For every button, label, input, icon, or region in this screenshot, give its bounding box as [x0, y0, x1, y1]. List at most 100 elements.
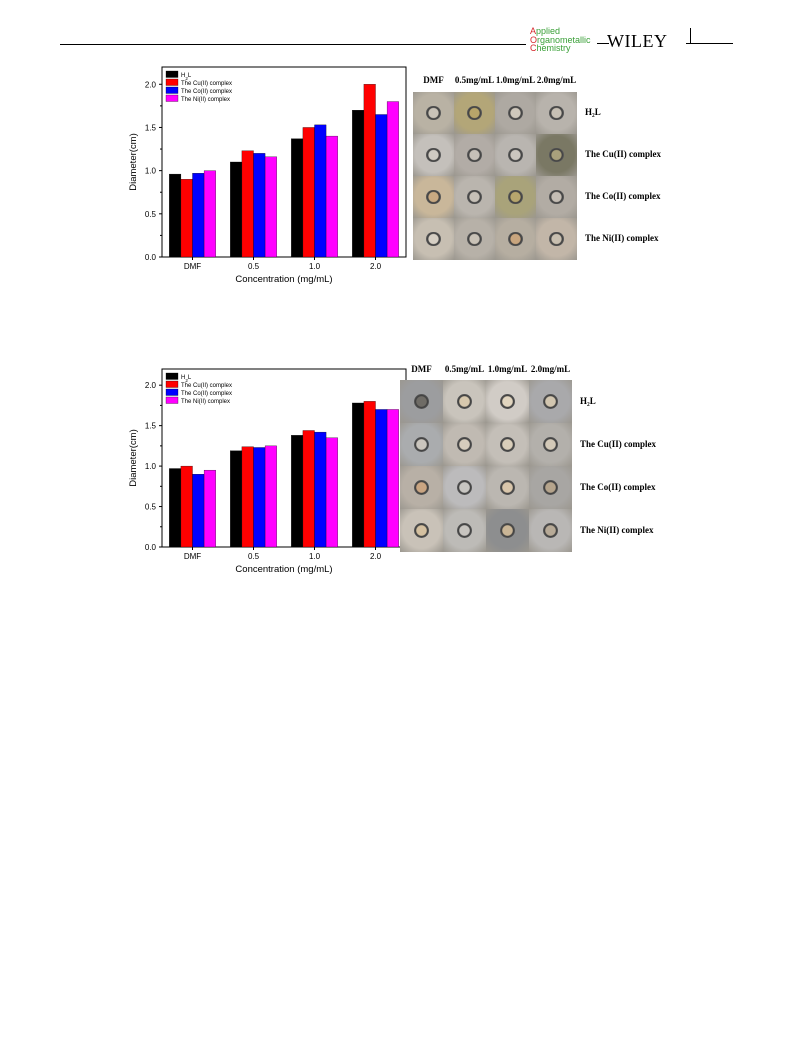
well-hole: [456, 479, 473, 496]
bar-0-1: [230, 161, 243, 258]
y-tick-label: 1.0: [145, 167, 157, 176]
bar-0-0: [169, 468, 182, 548]
plate-well: [443, 380, 486, 423]
plate-well: [413, 92, 454, 134]
bar-3-0: [203, 469, 216, 548]
plate-column-header: 2.0mg/mL: [536, 75, 577, 85]
plate-well: [529, 423, 572, 466]
plate-well: [536, 134, 577, 176]
bar-1-3: [363, 401, 376, 548]
bar-0-2: [291, 435, 304, 548]
bar-chart-1-svg: 0.0 0.5 1.0 1.5 2.0 DMF 0.5 1.0 2.0 Concentration…: [128, 66, 407, 285]
well-hole: [499, 436, 516, 453]
x-tick-label: 1.0: [309, 552, 321, 561]
legend-label: H2L: [181, 73, 192, 81]
plate-well: [454, 176, 495, 218]
bar-0-3: [352, 110, 365, 258]
legend-swatch: [165, 396, 179, 404]
bar-2-0: [192, 173, 205, 258]
publisher-rule-right: [686, 43, 733, 44]
bar-0-3: [352, 402, 365, 548]
bar-3-3: [386, 101, 399, 258]
plate-well: [400, 509, 443, 552]
plate-well: [413, 176, 454, 218]
well-hole: [499, 522, 516, 539]
plate-column-header: 0.5mg/mL: [444, 364, 485, 374]
plate-column-header: 1.0mg/mL: [495, 75, 536, 85]
y-tick-label: 1.5: [145, 123, 157, 132]
plate-column-header: 1.0mg/mL: [487, 364, 528, 374]
legend-label: The Ni(II) complex: [181, 97, 230, 103]
publisher-logo: WILEY: [607, 31, 668, 51]
legend-label: The Co(II) complex: [181, 391, 232, 397]
legend-swatch: [165, 94, 179, 102]
bar-1-0: [180, 465, 193, 548]
bar-3-2: [325, 437, 338, 548]
legend-swatch: [165, 78, 179, 86]
well-hole: [499, 393, 516, 410]
plate-row-label: The Co(II) complex: [580, 481, 656, 492]
bar-0-1: [230, 450, 243, 548]
y-tick-label: 2.0: [145, 80, 157, 89]
well-hole: [426, 231, 441, 247]
well-hole: [413, 522, 430, 539]
plate-well: [454, 218, 495, 260]
inhibition-plate-2: DMF 0.5mg/mL 1.0mg/mL 2.0mg/mL H₂L The Cu(II)…: [400, 362, 680, 554]
bar-chart-2-svg: 0.0 0.5 1.0 1.5 2.0 DMF 0.5 1.0 2.0 Concentration…: [128, 368, 407, 575]
bar-2-1: [253, 447, 266, 548]
bar-2-3: [375, 409, 388, 548]
y-axis-label: Diameter(cm): [128, 429, 139, 487]
bar-3-1: [264, 156, 277, 258]
x-tick-label: DMF: [184, 552, 201, 561]
bar-0-2: [291, 138, 304, 258]
bar-1-3: [363, 84, 376, 258]
plate-well: [413, 218, 454, 260]
x-tick-label: 1.0: [309, 262, 321, 271]
bar-chart-1: 0.0 0.5 1.0 1.5 2.0 DMF 0.5 1.0 2.0 Concentration…: [128, 62, 413, 290]
well-hole: [426, 105, 441, 121]
bar-3-1: [264, 445, 277, 548]
well-hole: [467, 105, 482, 121]
plate-column-header: DMF: [411, 364, 432, 374]
plate-well: [536, 218, 577, 260]
bar-1-0: [180, 179, 193, 258]
x-tick-label: 2.0: [370, 262, 382, 271]
plate-well: [495, 176, 536, 218]
well-hole: [456, 393, 473, 410]
plate-well: [495, 218, 536, 260]
plate-photo-grid: [400, 380, 572, 552]
legend-swatch: [165, 86, 179, 94]
legend-label: The Ni(II) complex: [181, 399, 230, 405]
plate-well: [486, 466, 529, 509]
plate-well: [529, 466, 572, 509]
x-tick-label: DMF: [184, 262, 201, 271]
plate-well: [486, 380, 529, 423]
plate-column-header: 0.5mg/mL: [454, 75, 495, 85]
journal-line-2: Organometallic: [530, 34, 591, 45]
plate-well: [454, 134, 495, 176]
y-tick-label: 0.5: [145, 210, 157, 219]
bar-2-1: [253, 153, 266, 258]
bar-1-2: [302, 430, 315, 548]
x-tick-label: 0.5: [248, 262, 260, 271]
bar-2-0: [192, 474, 205, 548]
bar-1-1: [241, 150, 254, 258]
well-hole: [549, 231, 564, 247]
plate-well: [536, 92, 577, 134]
well-hole: [508, 105, 523, 121]
bar-3-0: [203, 170, 216, 258]
legend-swatch: [165, 388, 179, 396]
bar-2-2: [314, 124, 327, 258]
plate-well: [454, 92, 495, 134]
well-hole: [542, 436, 559, 453]
bar-2-3: [375, 114, 388, 258]
well-hole: [413, 479, 430, 496]
plate-well: [486, 509, 529, 552]
plot-frame: [161, 66, 407, 258]
plate-well: [443, 509, 486, 552]
plate-row-label: H₂L: [580, 395, 596, 406]
well-hole: [413, 393, 430, 410]
y-axis-label: Diameter(cm): [128, 133, 139, 191]
bar-1-1: [241, 446, 254, 548]
plate-well: [529, 509, 572, 552]
